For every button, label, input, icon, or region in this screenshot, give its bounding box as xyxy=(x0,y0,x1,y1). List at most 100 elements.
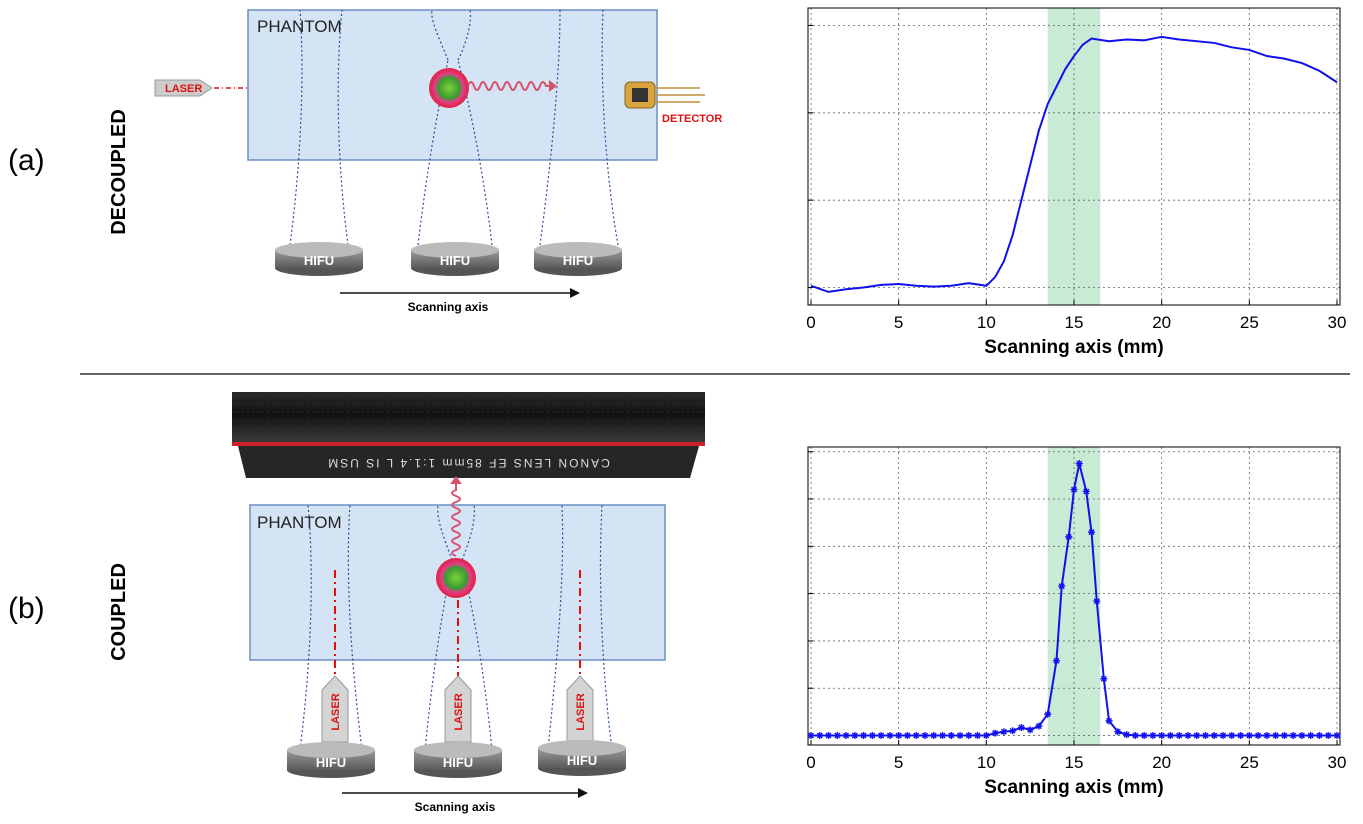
x-tick-label: 10 xyxy=(977,313,996,332)
data-marker xyxy=(974,732,981,739)
data-marker xyxy=(1088,529,1095,536)
data-marker xyxy=(1211,732,1218,739)
x-tick-label: 30 xyxy=(1328,753,1347,772)
hifu: HIFU xyxy=(275,242,363,276)
data-marker xyxy=(1141,732,1148,739)
data-marker xyxy=(825,732,832,739)
data-marker xyxy=(1263,732,1270,739)
data-marker xyxy=(930,732,937,739)
x-tick-label: 0 xyxy=(806,753,815,772)
data-marker xyxy=(1220,732,1227,739)
data-marker xyxy=(834,732,841,739)
figure: (a) DECOUPLED PHANTOM LASER DETECTOR HIF… xyxy=(0,0,1363,819)
data-marker xyxy=(1202,732,1209,739)
lens-label: CANON LENS EF 85mm 1:1.4 L IS USM xyxy=(326,456,610,470)
data-marker xyxy=(992,730,999,737)
data-marker xyxy=(1053,657,1060,664)
x-tick-label: 15 xyxy=(1065,753,1084,772)
data-marker xyxy=(886,732,893,739)
data-marker xyxy=(913,732,920,739)
scan-label: Scanning axis xyxy=(408,300,489,314)
data-marker xyxy=(1281,732,1288,739)
data-marker xyxy=(808,732,815,739)
hifu-label: HIFU xyxy=(316,755,346,770)
scan-label: Scanning axis xyxy=(415,800,496,814)
nanoparticle xyxy=(429,68,469,108)
data-marker xyxy=(1290,732,1297,739)
laser: LASER xyxy=(445,676,471,742)
data-marker xyxy=(1158,732,1165,739)
x-tick-label: 10 xyxy=(977,753,996,772)
data-marker xyxy=(965,732,972,739)
diagram-b: CANON LENS EF 85mm 1:1.4 L IS USM PHANTO… xyxy=(232,392,705,814)
data-marker xyxy=(895,732,902,739)
laser-label: LASER xyxy=(165,83,202,95)
data-marker xyxy=(939,732,946,739)
data-marker xyxy=(1093,598,1100,605)
data-marker xyxy=(851,732,858,739)
panel-mode: DECOUPLED xyxy=(108,109,130,235)
x-tick-label: 5 xyxy=(894,313,903,332)
data-marker xyxy=(1123,731,1130,738)
data-marker xyxy=(1149,732,1156,739)
data-marker xyxy=(1237,732,1244,739)
laser-label: LASER xyxy=(575,693,587,730)
data-marker xyxy=(1255,732,1262,739)
panel-label: (a) xyxy=(8,144,45,177)
hifu: HIFU xyxy=(411,242,499,276)
hifu-label: HIFU xyxy=(567,753,597,768)
laser-label: LASER xyxy=(453,693,465,730)
x-tick-label: 15 xyxy=(1065,313,1084,332)
data-marker xyxy=(1100,675,1107,682)
data-marker xyxy=(1009,727,1016,734)
data-marker xyxy=(1316,732,1323,739)
data-marker xyxy=(1228,732,1235,739)
laser-label: LASER xyxy=(330,693,342,730)
hifu-label: HIFU xyxy=(304,253,334,268)
data-marker xyxy=(1027,726,1034,733)
hifu: HIFU xyxy=(287,742,375,778)
nanoparticle xyxy=(436,558,476,598)
data-marker xyxy=(1035,723,1042,730)
hifu: HIFU xyxy=(538,740,626,776)
data-marker xyxy=(921,732,928,739)
x-axis-label: Scanning axis (mm) xyxy=(984,337,1164,358)
panel-label: (b) xyxy=(8,592,45,625)
data-marker xyxy=(1298,732,1305,739)
data-marker xyxy=(816,732,823,739)
data-marker xyxy=(878,732,885,739)
lens xyxy=(232,392,705,442)
data-marker xyxy=(948,732,955,739)
data-marker xyxy=(1184,732,1191,739)
data-marker xyxy=(983,732,990,739)
data-marker xyxy=(1167,732,1174,739)
data-marker xyxy=(1058,583,1065,590)
data-marker xyxy=(1246,732,1253,739)
hifu-label: HIFU xyxy=(443,755,473,770)
data-marker xyxy=(1325,732,1332,739)
data-marker xyxy=(1000,728,1007,735)
data-marker xyxy=(1114,728,1121,735)
data-marker xyxy=(1076,460,1083,467)
x-tick-label: 25 xyxy=(1240,313,1259,332)
diagram-a: PHANTOM LASER DETECTOR HIFU HIFU HIFU xyxy=(155,10,722,314)
x-tick-label: 0 xyxy=(806,313,815,332)
highlight-band xyxy=(1048,8,1101,305)
phantom-label: PHANTOM xyxy=(257,513,342,532)
x-tick-label: 20 xyxy=(1152,753,1171,772)
panel-mode: COUPLED xyxy=(108,563,130,661)
data-marker xyxy=(1132,732,1139,739)
data-marker xyxy=(1018,724,1025,731)
data-marker xyxy=(1272,732,1279,739)
data-marker xyxy=(957,732,964,739)
data-marker xyxy=(904,732,911,739)
detector-label: DETECTOR xyxy=(662,113,722,125)
hifu-label: HIFU xyxy=(440,253,470,268)
data-marker xyxy=(1307,732,1314,739)
data-marker xyxy=(1176,732,1183,739)
x-tick-label: 20 xyxy=(1152,313,1171,332)
data-marker xyxy=(1065,533,1072,540)
x-tick-label: 25 xyxy=(1240,753,1259,772)
data-marker xyxy=(1044,711,1051,718)
data-marker xyxy=(1083,488,1090,495)
